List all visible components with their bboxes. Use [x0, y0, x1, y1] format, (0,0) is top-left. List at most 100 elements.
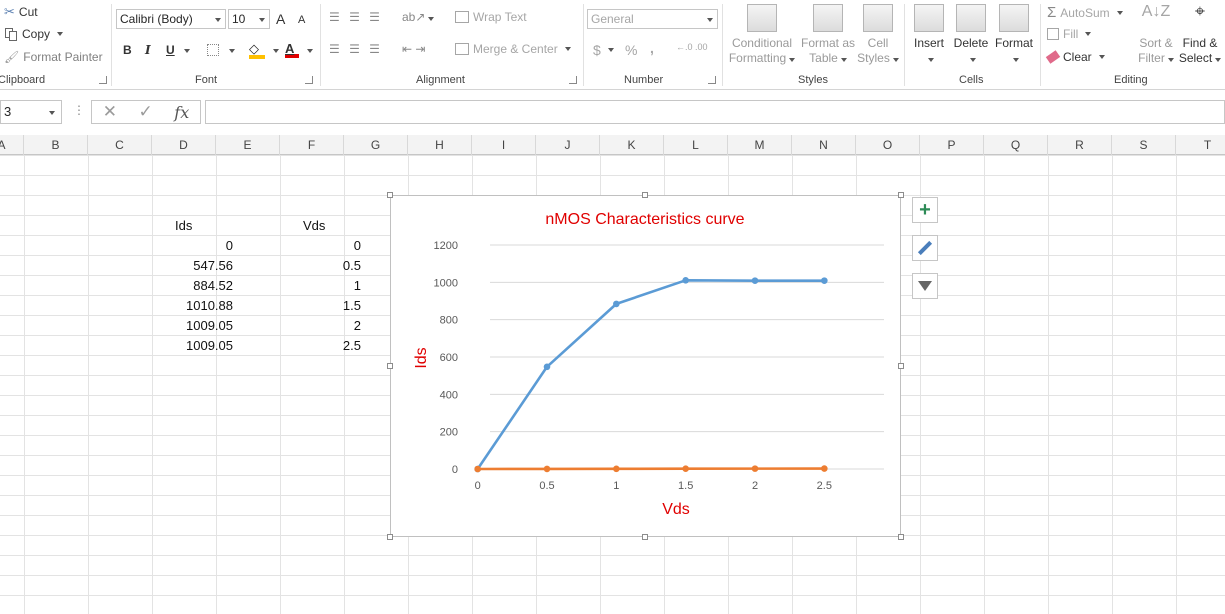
x-axis-title: Vds [662, 501, 690, 518]
ids-cell[interactable]: 1010.88 [186, 298, 233, 313]
column-header-i[interactable]: I [472, 135, 536, 155]
orientation-icon[interactable]: ab↗ [402, 10, 435, 24]
format-as-table-button[interactable]: Format as Table [799, 4, 857, 66]
increase-decimal-button[interactable]: ←.0 .00 [676, 42, 708, 52]
comma-button[interactable]: , [650, 40, 654, 56]
ids-cell[interactable]: 547.56 [193, 258, 233, 273]
conditional-formatting-button[interactable]: Conditional Formatting [727, 4, 797, 66]
font-name-select[interactable]: Calibri (Body) [116, 9, 226, 29]
format-button[interactable]: Format [993, 4, 1035, 66]
cancel-icon[interactable]: ✕ [102, 102, 117, 121]
shrink-font-button[interactable]: A [298, 14, 306, 26]
column-header-a[interactable]: A [0, 135, 24, 155]
y-tick-label: 800 [440, 315, 458, 327]
x-tick-label: 0 [475, 480, 481, 492]
column-header-q[interactable]: Q [984, 135, 1048, 155]
column-header-l[interactable]: L [664, 135, 728, 155]
font-launcher-icon[interactable] [305, 76, 313, 84]
chart[interactable]: 0 200 400 600 800 1000 1200 0 0.5 1 1.5 2 2.5 nMOS Ch… [390, 195, 901, 537]
indent-icons[interactable]: ⇤ ⇥ [402, 42, 426, 56]
name-box[interactable]: 3 [0, 100, 62, 124]
column-header-s[interactable]: S [1112, 135, 1176, 155]
chart-elements-button[interactable]: + [912, 197, 938, 223]
font-size-select[interactable]: 10 [228, 9, 270, 29]
ids-cell[interactable]: 1009.05 [186, 318, 233, 333]
alignment-group-label: Alignment [416, 74, 465, 86]
resize-handle[interactable] [642, 534, 648, 540]
fill-button[interactable]: Fill [1047, 27, 1092, 41]
bold-button[interactable]: B [123, 43, 132, 57]
column-header-c[interactable]: C [88, 135, 152, 155]
insert-function-icon[interactable]: fx [174, 102, 190, 122]
column-header-m[interactable]: M [728, 135, 792, 155]
formula-bar-grip-icon[interactable]: ⋮ [73, 103, 85, 117]
find-select-button[interactable]: ⌖ Find & Select [1178, 2, 1222, 66]
column-header-f[interactable]: F [280, 135, 344, 155]
resize-handle[interactable] [387, 363, 393, 369]
paint-bucket-icon: ◇ [249, 41, 259, 56]
ids-cell[interactable]: 1009.05 [186, 338, 233, 353]
alignment-launcher-icon[interactable] [569, 76, 577, 84]
column-header-j[interactable]: J [536, 135, 600, 155]
fill-color-button[interactable]: ◇ [249, 41, 265, 59]
column-header-d[interactable]: D [152, 135, 216, 155]
cut-button[interactable]: ✂ Cut [4, 4, 38, 19]
resize-handle[interactable] [387, 192, 393, 198]
column-header-p[interactable]: P [920, 135, 984, 155]
column-header-o[interactable]: O [856, 135, 920, 155]
resize-handle[interactable] [898, 363, 904, 369]
cell-f4[interactable]: Vds [303, 218, 326, 233]
cell-styles-button[interactable]: Cell Styles [857, 4, 899, 66]
column-header-r[interactable]: R [1048, 135, 1112, 155]
font-color-button[interactable]: A [285, 41, 299, 58]
number-format-select[interactable]: General [587, 9, 718, 29]
chart-filters-button[interactable] [912, 273, 938, 299]
chart-styles-button[interactable] [912, 235, 938, 261]
delete-button[interactable]: Delete [951, 4, 991, 66]
vds-cell[interactable]: 1 [353, 278, 361, 293]
column-header-t[interactable]: T [1176, 135, 1225, 155]
column-header-g[interactable]: G [344, 135, 408, 155]
formula-input[interactable] [205, 100, 1225, 124]
format-painter-button[interactable]: 🖌 Format Painter [4, 50, 103, 64]
wrap-text-button[interactable]: Wrap Text [455, 10, 527, 24]
data-point [613, 300, 620, 308]
enter-icon[interactable]: ✓ [138, 102, 153, 121]
currency-button[interactable]: $ [593, 42, 614, 58]
merge-icon [455, 43, 469, 55]
copy-button[interactable]: Copy [4, 27, 64, 41]
insert-button[interactable]: Insert [909, 4, 949, 66]
clear-button[interactable]: Clear [1045, 50, 1105, 64]
column-header-k[interactable]: K [600, 135, 664, 155]
horizontal-align-icons[interactable]: ☰ ☰ ☰ [329, 42, 383, 56]
ids-cell[interactable]: 0 [225, 238, 233, 253]
column-header-n[interactable]: N [792, 135, 856, 155]
borders-icon[interactable] [207, 44, 219, 56]
number-launcher-icon[interactable] [708, 76, 716, 84]
percent-button[interactable]: % [625, 42, 638, 58]
vds-cell[interactable]: 0 [353, 238, 361, 253]
ids-cell[interactable]: 884.52 [193, 278, 233, 293]
vds-cell[interactable]: 0.5 [342, 258, 361, 273]
vds-cell[interactable]: 1.5 [342, 298, 361, 313]
data-point [613, 465, 620, 473]
resize-handle[interactable] [387, 534, 393, 540]
merge-center-button[interactable]: Merge & Center [455, 42, 571, 56]
top-align-icons[interactable]: ☰ ☰ ☰ [329, 10, 383, 24]
clipboard-launcher-icon[interactable] [99, 76, 107, 84]
fill-down-icon [1047, 28, 1059, 40]
cell-d4[interactable]: Ids [175, 218, 193, 233]
column-header-e[interactable]: E [216, 135, 280, 155]
italic-button[interactable]: I [145, 43, 151, 57]
resize-handle[interactable] [898, 534, 904, 540]
vds-cell[interactable]: 2.5 [342, 338, 361, 353]
resize-handle[interactable] [642, 192, 648, 198]
sort-filter-button[interactable]: A↓Z Sort & Filter [1135, 4, 1177, 66]
resize-handle[interactable] [898, 192, 904, 198]
grow-font-button[interactable]: A [276, 11, 286, 27]
column-header-h[interactable]: H [408, 135, 472, 155]
column-header-b[interactable]: B [24, 135, 88, 155]
underline-button[interactable]: U [166, 43, 175, 57]
vds-cell[interactable]: 2 [353, 318, 361, 333]
autosum-button[interactable]: Σ AutoSum [1047, 4, 1123, 21]
